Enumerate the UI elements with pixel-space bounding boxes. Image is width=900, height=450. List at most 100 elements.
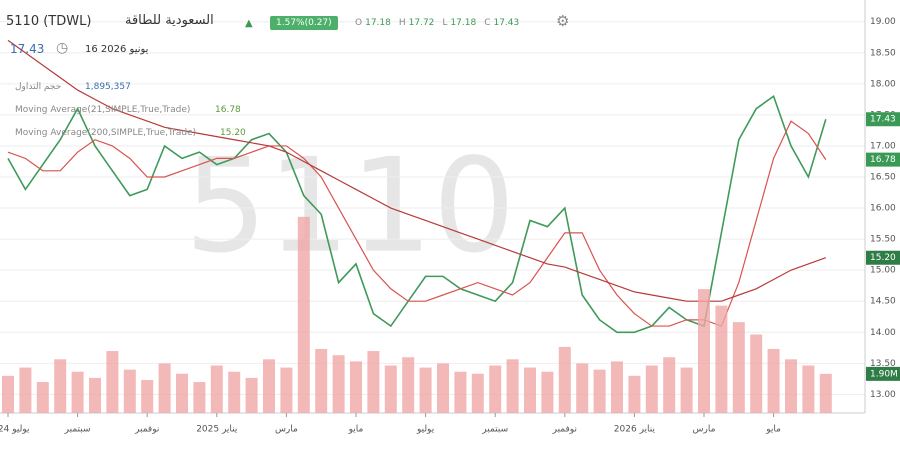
ohlc-key: H — [398, 18, 406, 28]
volume-bar — [785, 359, 797, 413]
ohlc-key: O — [355, 18, 363, 28]
volume-bar — [245, 377, 258, 413]
x-tick-label: مارس — [275, 425, 298, 435]
volume-bar — [593, 369, 606, 413]
volume-bar — [611, 361, 623, 413]
volume-bar — [141, 379, 154, 413]
price-tag — [866, 250, 900, 265]
volume-bar — [645, 365, 658, 413]
y-tick-label: 14.50 — [870, 297, 896, 307]
company-name: السعودية للطاقة — [125, 13, 214, 28]
price-tag-label: 17.43 — [870, 115, 896, 125]
y-tick-label: 18.00 — [870, 79, 896, 89]
volume-bar — [715, 305, 728, 413]
x-tick-label: سبتمبر — [64, 425, 91, 435]
volume-bar — [732, 322, 745, 413]
volume-bar — [350, 361, 362, 413]
volume-bar — [158, 363, 171, 413]
volume-bar — [437, 363, 449, 413]
volume-bar — [36, 382, 49, 413]
ohlc-key: L — [442, 18, 448, 28]
price-tag — [866, 152, 900, 167]
x-tick-label: نوفمبر — [552, 425, 577, 435]
y-tick-label: 15.00 — [870, 266, 896, 276]
volume-bar — [89, 377, 101, 413]
price: 17.43 — [10, 42, 45, 56]
ohlc-value: 17.72 — [408, 18, 435, 28]
volume-bar — [663, 357, 676, 413]
volume-bar — [367, 351, 380, 413]
x-tick-label: يناير 2025 — [196, 425, 238, 435]
y-tick-label: 16.00 — [870, 204, 896, 214]
volume-bar — [228, 371, 241, 413]
volume-bar — [506, 359, 519, 413]
ma200-label: Moving Average(200,SIMPLE,True,Trade) — [15, 128, 197, 138]
clock-icon: ◷ — [56, 40, 69, 56]
volume-bar — [263, 359, 275, 413]
volume-bar — [524, 367, 536, 413]
volume-bar — [210, 365, 223, 413]
ma21-value: 16.78 — [215, 105, 241, 115]
volume-bar — [802, 365, 815, 413]
volume-bar — [193, 382, 206, 413]
price-tag — [866, 366, 900, 381]
volume-bar — [106, 351, 119, 413]
price-tag-label: 15.20 — [870, 253, 896, 263]
x-tick-label: نوفمبر — [134, 425, 159, 435]
ohlc-value: 17.18 — [450, 18, 477, 28]
settings-icon[interactable]: ⚙ — [556, 12, 570, 30]
volume-bar — [680, 367, 693, 413]
price-tag-label: 1.90M — [870, 369, 898, 379]
x-tick-label: يوليو 2024 — [0, 425, 30, 435]
series-line — [7, 120, 827, 327]
x-tick-label: يناير 2026 — [614, 425, 656, 435]
watermark: 5110 — [185, 130, 516, 282]
volume-bar — [2, 375, 14, 413]
x-tick-label: مارس — [693, 425, 716, 435]
price-tag-label: 16.78 — [870, 155, 896, 165]
up-arrow: ▲ — [245, 18, 253, 29]
volume-bar — [315, 348, 328, 413]
x-tick-label: مايو — [348, 425, 364, 435]
volume-bar — [19, 367, 32, 413]
volume-bar — [54, 359, 67, 413]
ohlc: O 17.18 H 17.72 L 17.18 C 17.43 — [355, 18, 527, 28]
y-tick-label: 18.50 — [870, 48, 896, 58]
ma200-value: 15.20 — [220, 128, 246, 138]
date: 16 يونيو 2026 — [85, 44, 149, 55]
x-tick-label: سبتمبر — [481, 425, 508, 435]
volume-bar — [176, 373, 188, 413]
volume-bar — [819, 373, 832, 413]
volume-bar — [419, 367, 432, 413]
volume-bar — [541, 371, 554, 413]
volume-bar — [454, 371, 467, 413]
volume-bar — [402, 357, 415, 413]
volume-label: حجم التداول — [15, 82, 62, 92]
y-tick-label: 14.00 — [870, 328, 896, 338]
volume-bar — [123, 369, 136, 413]
price-tag — [866, 112, 900, 127]
volume-bar — [576, 363, 589, 413]
series-line — [7, 39, 827, 302]
y-tick-label: 19.00 — [870, 17, 896, 27]
ma21-label: Moving Average(21,SIMPLE,True,Trade) — [15, 105, 191, 115]
ohlc-value: 17.18 — [365, 18, 391, 28]
symbol: 5110 (TDWL) — [6, 14, 92, 29]
series-line — [7, 94, 827, 334]
change: 1.57%(0.27) — [270, 16, 338, 30]
y-tick-label: 13.50 — [870, 359, 896, 369]
ohlc-key: C — [484, 18, 491, 28]
y-tick-label: 13.00 — [870, 390, 896, 400]
volume-bar — [767, 348, 780, 413]
x-tick-label: مايو — [765, 425, 781, 435]
volume-bar — [628, 375, 641, 413]
y-tick-label: 17.00 — [870, 141, 896, 151]
volume-bar — [384, 365, 397, 413]
volume-bar — [332, 355, 345, 413]
volume-bar — [471, 373, 484, 413]
volume-bar — [558, 346, 571, 413]
ohlc-value: 17.43 — [493, 18, 520, 28]
x-tick-label: يوليو — [416, 425, 435, 435]
